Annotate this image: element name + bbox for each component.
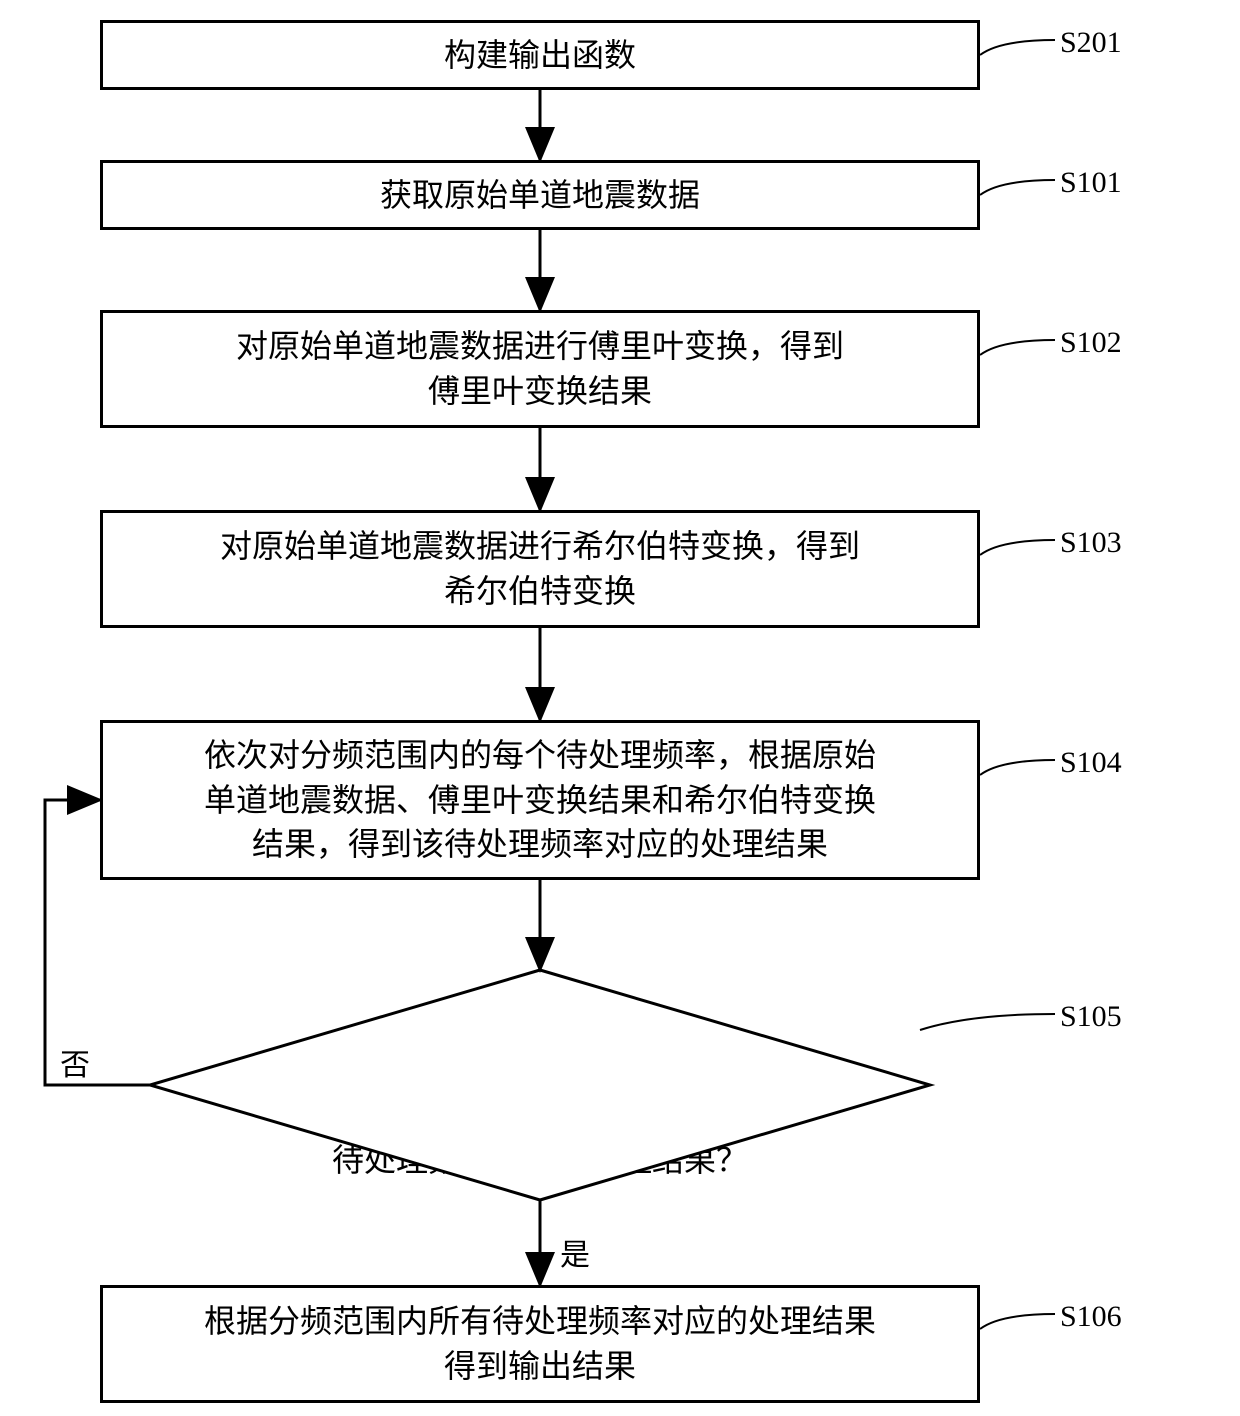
node-text: 得到分频范围内所有 待处理频率对应的处理结果？	[332, 1097, 748, 1178]
node-s101: 获取原始单道地震数据	[100, 160, 980, 230]
connector-s201	[980, 40, 1055, 55]
node-s104: 依次对分频范围内的每个待处理频率，根据原始 单道地震数据、傅里叶变换结果和希尔伯…	[100, 720, 980, 880]
node-text: 对原始单道地震数据进行希尔伯特变换，得到 希尔伯特变换	[220, 524, 860, 614]
node-s106: 根据分频范围内所有待处理频率对应的处理结果 得到输出结果	[100, 1285, 980, 1403]
node-s102: 对原始单道地震数据进行傅里叶变换，得到 傅里叶变换结果	[100, 310, 980, 428]
label-s101: S101	[1060, 166, 1122, 200]
node-text: 根据分频范围内所有待处理频率对应的处理结果 得到输出结果	[204, 1299, 876, 1389]
node-text: 对原始单道地震数据进行傅里叶变换，得到 傅里叶变换结果	[236, 324, 844, 414]
label-s103: S103	[1060, 526, 1122, 560]
connector-s103	[980, 540, 1055, 555]
node-s105-text: 得到分频范围内所有 待处理频率对应的处理结果？	[300, 1048, 780, 1182]
edge-label-no: 否	[60, 1040, 90, 1084]
flowchart-container: 构建输出函数 S201 获取原始单道地震数据 S101 对原始单道地震数据进行傅…	[0, 0, 1240, 1416]
node-text: 依次对分频范围内的每个待处理频率，根据原始 单道地震数据、傅里叶变换结果和希尔伯…	[204, 733, 876, 867]
label-s201: S201	[1060, 26, 1122, 60]
label-s102: S102	[1060, 326, 1122, 360]
label-s104: S104	[1060, 746, 1122, 780]
connector-s105	[920, 1014, 1055, 1030]
connector-s104	[980, 760, 1055, 775]
connector-s106	[980, 1314, 1055, 1329]
node-text: 获取原始单道地震数据	[380, 173, 700, 218]
node-text: 构建输出函数	[444, 33, 636, 78]
connector-s101	[980, 180, 1055, 195]
edge-label-yes: 是	[560, 1230, 590, 1274]
label-s106: S106	[1060, 1300, 1122, 1334]
node-s103: 对原始单道地震数据进行希尔伯特变换，得到 希尔伯特变换	[100, 510, 980, 628]
node-s201: 构建输出函数	[100, 20, 980, 90]
label-s105: S105	[1060, 1000, 1122, 1034]
connector-s102	[980, 340, 1055, 355]
